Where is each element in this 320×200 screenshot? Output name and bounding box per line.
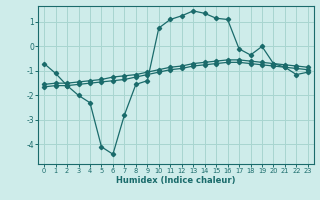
X-axis label: Humidex (Indice chaleur): Humidex (Indice chaleur) <box>116 176 236 185</box>
